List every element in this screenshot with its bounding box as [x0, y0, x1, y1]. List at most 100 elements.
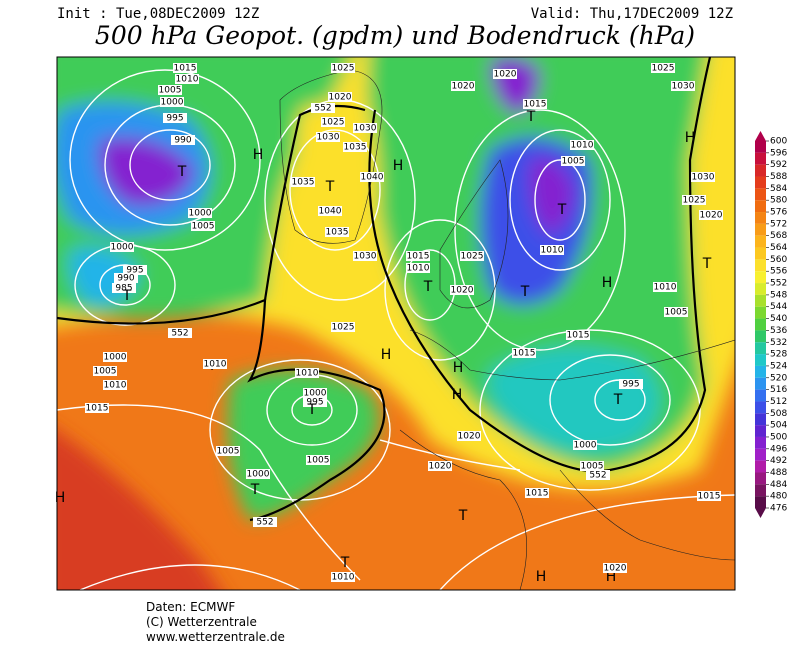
colorbar-label: 488 [770, 468, 787, 478]
isobar-label-box [331, 63, 355, 73]
isobar-label-box [353, 123, 377, 133]
isobar-label: 1030 [672, 82, 695, 92]
pressure-center: H [253, 147, 264, 163]
isobar-label-box [699, 210, 723, 220]
isobar-label-box [697, 491, 721, 501]
isobar-label: 1000 [304, 389, 327, 399]
isobar-label: 1025 [332, 323, 355, 333]
isobar-label-box [311, 103, 335, 113]
isobar-label: 1015 [524, 100, 547, 110]
isobar-label: 995 [622, 380, 639, 390]
isobar-label-box [316, 132, 340, 142]
isobar-label-box [253, 517, 277, 527]
colorbar-band [755, 425, 766, 437]
pressure-center: T [307, 402, 317, 418]
colorbar-label: 536 [770, 326, 787, 336]
isobar-label: 552 [589, 471, 606, 481]
isobar-label-box [406, 251, 430, 261]
colorbar-band [755, 496, 766, 508]
colorbar-label: 504 [770, 421, 787, 431]
isobar-label-box [353, 251, 377, 261]
colorbar-label: 556 [770, 267, 787, 277]
isobar-label: 995 [166, 114, 183, 124]
colorbar-band [755, 283, 766, 295]
isobar-label: 1020 [494, 70, 517, 80]
colorbar-band [755, 413, 766, 426]
colorbar-label: 592 [770, 160, 787, 170]
isobar-label: 1020 [452, 82, 475, 92]
isobar-label: 1015 [513, 349, 536, 359]
isobar-label-box [360, 172, 384, 182]
isobar-label: 1000 [104, 353, 127, 363]
colorbar-band [755, 401, 766, 414]
isobar-label: 1020 [700, 211, 723, 221]
isobar-label: 552 [171, 329, 188, 339]
coastlines [279, 69, 735, 590]
pressure-center: T [702, 256, 712, 272]
isobar-label-box [246, 469, 270, 479]
pressure-center: T [613, 392, 623, 408]
colorbar-band [755, 436, 766, 449]
isobar-label: 1005 [192, 222, 215, 232]
isobar-label-box [653, 282, 677, 292]
colorbar-label: 560 [770, 255, 787, 265]
pressure-center: H [55, 490, 66, 506]
colorbar-band [755, 141, 766, 153]
pressure-center: H [452, 387, 463, 403]
colorbar-band [755, 460, 766, 473]
isobar-label-box [110, 242, 134, 252]
pressure-center: T [340, 555, 350, 571]
isobar-label-box [451, 81, 475, 91]
map-field [57, 57, 735, 590]
isobar-label-box [175, 74, 199, 84]
isobar-label: 1005 [94, 367, 117, 377]
pressure-center: T [458, 508, 468, 524]
isobar-label: 1010 [407, 264, 430, 274]
colorbar-label: 492 [770, 456, 787, 466]
isobar-label-box [303, 397, 327, 407]
pressure-center: H [685, 130, 696, 146]
map-frame [56, 56, 736, 591]
colorbar-band [755, 176, 766, 189]
colorbar-band [755, 200, 766, 213]
colorbar-band [755, 354, 766, 366]
isobar-label: 1010 [296, 369, 319, 379]
colorbar-band [755, 377, 766, 390]
isobar-label: 1010 [541, 246, 564, 256]
isobar-label: 1040 [319, 207, 342, 217]
isobar-label-box [325, 227, 349, 237]
colorbar-label: 512 [770, 397, 787, 407]
isobar-label: 1025 [322, 118, 345, 128]
isobar-label-box [103, 352, 127, 362]
colorbar-band [755, 330, 766, 343]
colorbar-band [755, 365, 766, 378]
isobar-label: 1035 [292, 178, 315, 188]
pressure-center: T [325, 179, 335, 195]
isobar-label: 1005 [581, 462, 604, 472]
isobar-label: 1015 [407, 252, 430, 262]
isobar-label: 1010 [332, 573, 355, 583]
isobar-label-box [331, 572, 355, 582]
pressure-center: H [606, 569, 617, 585]
isobar-label: 1015 [526, 489, 549, 499]
isobar-label-box [173, 63, 197, 73]
isobar-label: 1040 [361, 173, 384, 183]
colorbar-band [755, 235, 766, 248]
pressure-center: H [393, 158, 404, 174]
isobar-label: 1010 [204, 360, 227, 370]
isobar-label-box [561, 156, 585, 166]
colorbar-band [755, 294, 766, 307]
isobar-label: 1015 [567, 331, 590, 341]
pressure-center: T [122, 288, 132, 304]
isobar-label: 1030 [354, 124, 377, 134]
isobar-label: 1025 [652, 64, 675, 74]
isobar-label-box [450, 285, 474, 295]
colorbar-label: 484 [770, 480, 787, 490]
isobar-label-box [291, 177, 315, 187]
isobar-label: 1005 [665, 308, 688, 318]
isobar-label-box [216, 446, 240, 456]
isobar-label-box [406, 263, 430, 273]
valid-time: Valid: Thu,17DEC2009 12Z [531, 6, 733, 22]
colorbar-band [755, 271, 766, 284]
